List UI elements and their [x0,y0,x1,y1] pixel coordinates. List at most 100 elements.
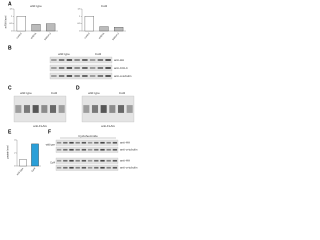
band [51,75,57,77]
band [106,166,111,169]
band [58,105,65,113]
antibody-label: anti-HA [114,58,124,62]
band [51,59,57,61]
chart-title: wild type [30,4,42,8]
band [112,159,118,162]
band [97,75,104,77]
axis-label: mRNA level [5,15,8,28]
band [105,59,111,61]
band [89,59,96,61]
band [66,59,73,61]
panel-label: D [76,85,80,91]
y-tick-label: 0.5 [77,23,81,25]
group-label: wild type [20,91,32,95]
band [81,148,87,151]
band [126,105,133,113]
group-label: wild type [88,91,100,95]
band [97,67,104,69]
band [23,105,31,113]
band [87,166,93,169]
y-tick-label: 0 [11,31,13,33]
band [58,67,65,69]
bar [31,143,39,167]
band [56,148,62,151]
band [63,141,68,144]
band [75,141,80,144]
band [100,148,105,151]
y-tick-label: 0 [14,166,16,168]
band [87,159,93,162]
y-tick-label: 1 [79,16,81,18]
band [58,59,65,61]
bar [31,24,41,32]
y-tick-label: 0.5 [9,23,13,25]
band [82,67,88,69]
antibody-label: anti-FLAG [33,124,47,128]
band [117,105,125,113]
band [82,59,88,61]
band [15,105,22,113]
band [89,67,96,69]
y-tick-label: 1.5 [77,9,81,11]
blot [55,146,119,153]
panel-label: B [8,45,12,51]
group-label: Cul4 [119,91,126,95]
band [32,105,39,113]
band [56,166,62,169]
band [112,148,118,151]
band [105,75,111,77]
blot [55,139,119,146]
bar [114,27,124,32]
band [82,75,88,77]
band [63,166,68,169]
antibody-label: anti-CUL4 [114,66,128,70]
blot [55,164,119,171]
bar [16,16,26,32]
x-tick-label: shRNA [30,32,37,40]
band [100,141,105,144]
band [100,166,105,169]
panel-label: E [8,129,12,135]
row-label: wild type [46,144,56,147]
band [89,75,96,77]
antibody-label: anti-α-tubulin [120,166,138,170]
band [66,75,73,77]
x-tick-label: control [16,32,23,40]
x-tick-label: control [84,32,91,40]
x-tick-label: shRNA 2 [44,32,53,42]
bar [99,26,109,32]
x-tick-label: Cul4 [31,167,37,173]
antibody-label: anti-α-tubulin [114,74,132,78]
band [109,105,116,113]
x-tick-label: wild type [16,167,25,177]
axis-label: protein level [7,145,10,158]
y-tick-label: 1 [11,16,13,18]
band [100,159,105,162]
band [51,67,57,69]
panel-label: A [8,1,12,7]
y-tick-label: 0 [79,31,81,33]
bar [84,16,94,32]
y-tick-label: 1.5 [9,9,13,11]
band [81,159,87,162]
row-label: Cul4 [50,162,56,165]
band [58,75,65,77]
band [106,159,111,162]
blot [49,72,113,80]
y-tick-label: 4 [14,140,16,142]
band [69,141,74,144]
band [91,105,99,113]
band [56,141,62,144]
band [87,141,93,144]
band [74,67,80,69]
blot [49,64,113,72]
band [49,105,57,113]
y-tick-label: 2 [14,153,16,155]
band [63,159,68,162]
band [94,166,99,169]
band [63,148,68,151]
band [97,59,104,61]
band [75,166,80,169]
band [66,67,73,69]
